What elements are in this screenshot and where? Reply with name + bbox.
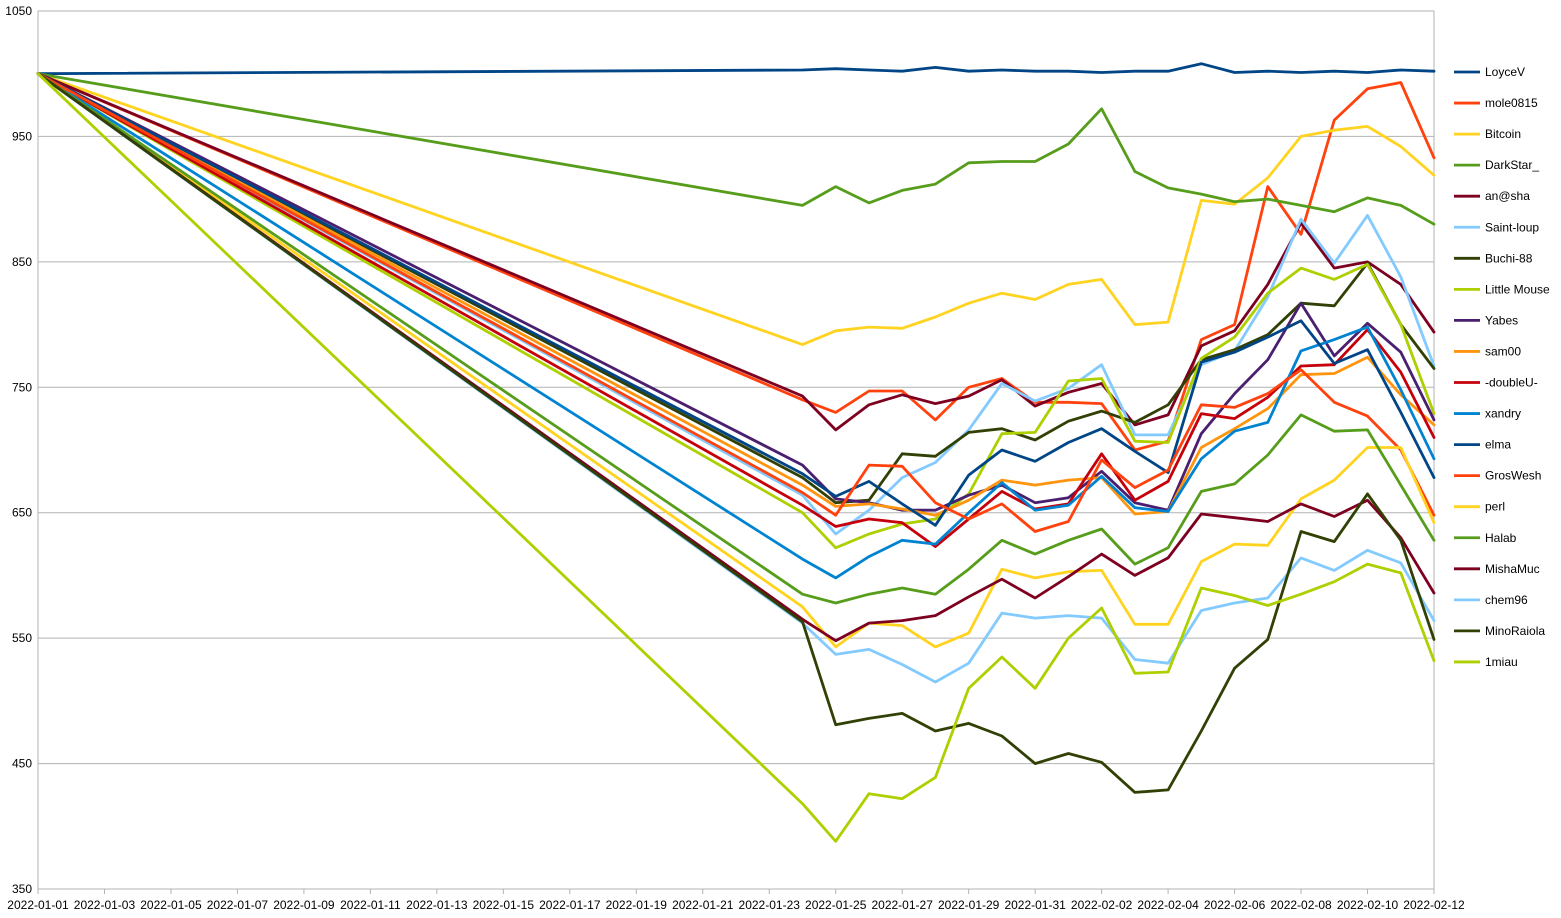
series-line-an-sha xyxy=(36,72,1436,432)
series-line-mole0815 xyxy=(36,72,1436,452)
series-line-yabes xyxy=(36,72,1436,512)
plot-area-border xyxy=(37,10,1435,890)
legend-label: elma xyxy=(1485,438,1511,452)
series-line-doubleu xyxy=(36,72,1436,548)
axes xyxy=(37,10,1435,894)
x-tick-label: 2022-02-12 xyxy=(1403,898,1465,912)
x-tick-label: 2022-02-08 xyxy=(1270,898,1332,912)
legend-label: 1miau xyxy=(1485,655,1518,669)
series-line-xandry xyxy=(36,72,1436,580)
legend-label: an@sha xyxy=(1485,189,1530,203)
x-tick-label: 2022-01-15 xyxy=(473,898,535,912)
y-tick-label: 850 xyxy=(12,255,32,269)
x-tick-label: 2022-01-25 xyxy=(805,898,867,912)
y-tick-label: 1050 xyxy=(5,4,32,18)
x-axis-tick-labels: 2022-01-01 2022-01-03 2022-01-05 2022-01-07… xyxy=(7,898,1465,912)
legend-label: Saint-loup xyxy=(1485,220,1539,234)
x-tick-label: 2022-01-07 xyxy=(207,898,269,912)
y-tick-label: 950 xyxy=(12,129,32,143)
legend-label: Yabes xyxy=(1485,313,1518,327)
x-tick-label: 2022-01-19 xyxy=(606,898,668,912)
legend-label: Bitcoin xyxy=(1485,127,1521,141)
x-tick-label: 2022-01-11 xyxy=(340,898,401,912)
series-line-groswesh xyxy=(36,72,1436,533)
series-line-little-mouse xyxy=(36,72,1436,550)
legend-label: perl xyxy=(1485,500,1505,514)
legend-label: LoyceV xyxy=(1485,65,1525,79)
x-tick-label: 2022-01-21 xyxy=(672,898,734,912)
y-tick-label: 750 xyxy=(12,380,32,394)
y-axis-tick-labels: 350 450 550 650 750 850 950 1050 xyxy=(5,4,32,896)
legend: LoyceV mole0815 Bitcoin DarkStar_ an@sha Sain… xyxy=(1454,65,1550,669)
series-line-1miau xyxy=(36,72,1436,843)
series-lines xyxy=(36,62,1436,843)
legend-label: -doubleU- xyxy=(1485,376,1538,390)
x-tick-label: 2022-01-13 xyxy=(406,898,468,912)
x-tick-label: 2022-01-01 xyxy=(7,898,69,912)
legend-label: Little Mouse xyxy=(1485,282,1550,296)
series-line-bitcoin xyxy=(36,72,1436,347)
y-tick-label: 550 xyxy=(12,631,32,645)
series-line-minoraiola xyxy=(36,72,1436,794)
legend-label: Buchi-88 xyxy=(1485,251,1533,265)
x-tick-label: 2022-02-10 xyxy=(1337,898,1399,912)
gridlines xyxy=(38,10,1434,890)
x-tick-label: 2022-01-05 xyxy=(140,898,202,912)
series-line-sam00 xyxy=(36,72,1436,517)
y-tick-label: 450 xyxy=(12,757,32,771)
y-tick-label: 350 xyxy=(12,882,32,896)
legend-label: chem96 xyxy=(1485,593,1528,607)
y-tick-label: 650 xyxy=(12,506,32,520)
series-line-mishamuc xyxy=(36,72,1436,643)
legend-label: MishaMuc xyxy=(1485,562,1540,576)
series-line-saint-loup xyxy=(36,72,1436,536)
legend-label: sam00 xyxy=(1485,344,1521,358)
legend-label: xandry xyxy=(1485,407,1521,421)
x-tick-label: 2022-02-02 xyxy=(1071,898,1133,912)
x-tick-label: 2022-01-09 xyxy=(273,898,335,912)
series-line-buchi-88 xyxy=(36,72,1436,505)
x-tick-label: 2022-02-04 xyxy=(1137,898,1199,912)
legend-label: MinoRaiola xyxy=(1485,624,1545,638)
x-tick-label: 2022-01-31 xyxy=(1004,898,1066,912)
series-line-darkstar xyxy=(36,72,1436,226)
series-line-loycev xyxy=(36,62,1436,76)
series-line-halab xyxy=(36,72,1436,605)
legend-label: Halab xyxy=(1485,531,1517,545)
legend-label: GrosWesh xyxy=(1485,469,1541,483)
x-tick-label: 2022-01-27 xyxy=(871,898,933,912)
x-tick-label: 2022-01-23 xyxy=(739,898,801,912)
series-line-elma xyxy=(36,72,1436,527)
x-tick-label: 2022-01-03 xyxy=(74,898,136,912)
series-line-chem96 xyxy=(36,72,1436,684)
legend-label: DarkStar_ xyxy=(1485,158,1539,172)
x-tick-label: 2022-02-06 xyxy=(1204,898,1266,912)
series-line-perl xyxy=(36,72,1436,649)
legend-label: mole0815 xyxy=(1485,96,1538,110)
x-tick-label: 2022-01-17 xyxy=(539,898,601,912)
x-tick-label: 2022-01-29 xyxy=(938,898,1000,912)
